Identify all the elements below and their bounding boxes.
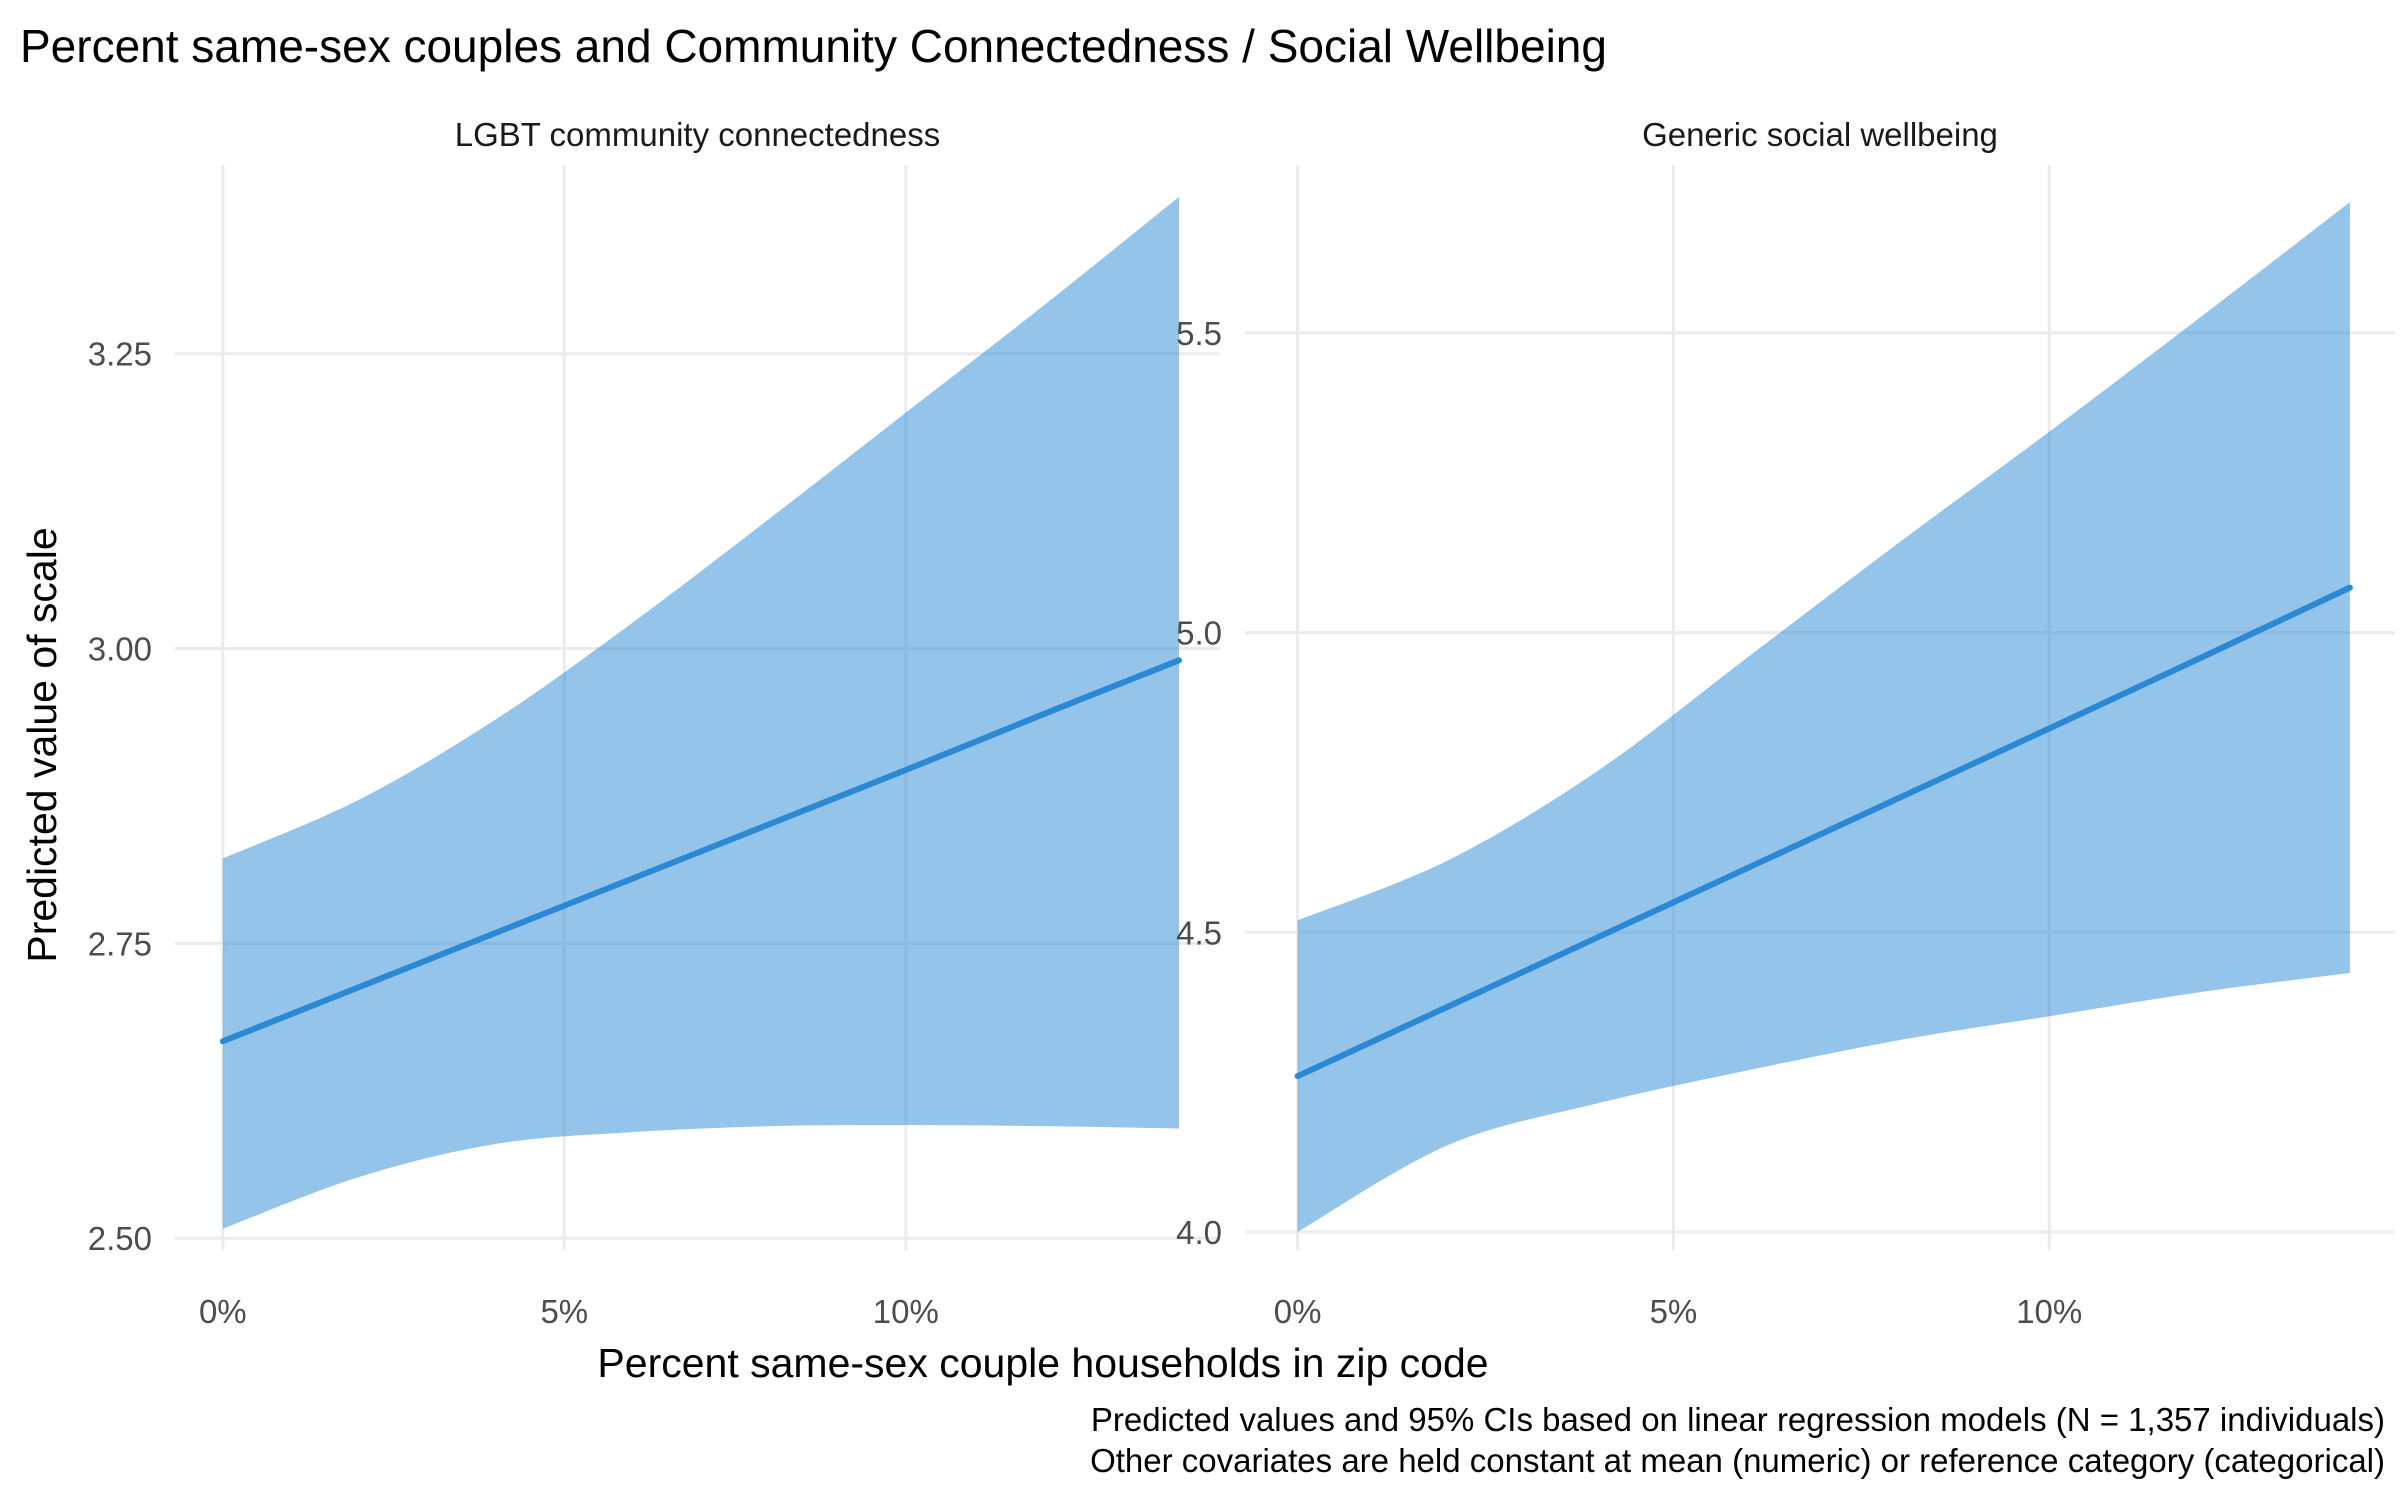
caption-line-2: Other covariates are held constant at me… [1090,1442,2385,1479]
panel-1: LGBT community connectedness 2.50 2.75 3.00… [88,116,1220,1330]
y-tick-label: 3.00 [88,631,152,668]
x-tick-label: 5% [540,1293,588,1330]
y-axis-title: Predicted value of scale [19,527,65,962]
x-axis-title: Percent same-sex couple households in zi… [597,1340,1488,1386]
confidence-ribbon [222,196,1180,1229]
y-tick-label: 5.0 [1176,615,1222,652]
y-tick-label: 2.75 [88,925,152,962]
x-tick-label: 10% [2016,1293,2082,1330]
chart-title: Percent same-sex couples and Community C… [20,20,1607,72]
y-tick-label: 4.5 [1176,914,1222,951]
y-tick-label: 5.5 [1176,315,1222,352]
panel-title: LGBT community connectedness [455,116,940,153]
confidence-ribbon [1297,202,2350,1233]
x-tick-label: 0% [1274,1293,1322,1330]
panel-2: Generic social wellbeing 4.0 4.5 5.0 5.5 0% 5%… [1176,116,2395,1330]
y-tick-label: 4.0 [1176,1214,1222,1251]
x-tick-label: 5% [1650,1293,1698,1330]
y-tick-label: 2.50 [88,1220,152,1257]
x-tick-label: 10% [873,1293,939,1330]
y-tick-label: 3.25 [88,336,152,373]
fit-line [1294,584,2353,1080]
fit-line [219,657,1183,1045]
caption-line-1: Predicted values and 95% CIs based on li… [1091,1401,2385,1438]
panel-title: Generic social wellbeing [1642,116,1998,153]
x-tick-label: 0% [199,1293,247,1330]
